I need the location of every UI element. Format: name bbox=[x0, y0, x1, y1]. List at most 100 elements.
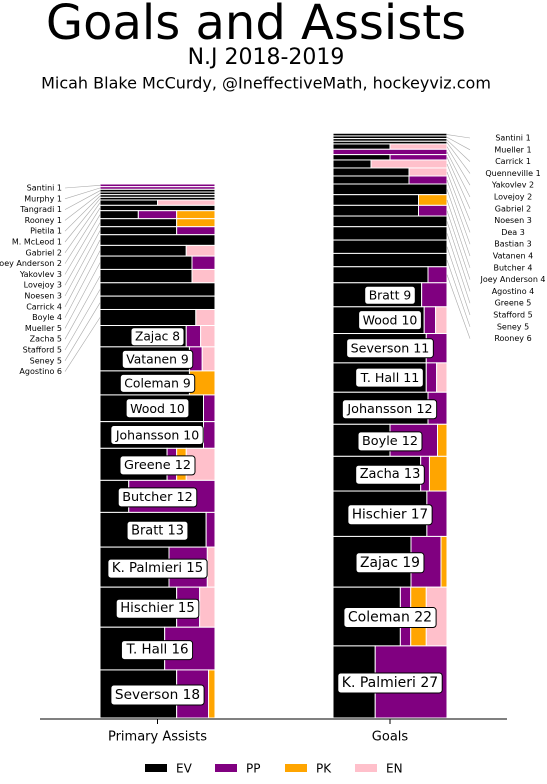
segment bbox=[99, 210, 139, 220]
player-label: Rooney 1 bbox=[25, 216, 62, 225]
player-label: Rooney 6 bbox=[494, 334, 531, 343]
legend-label: EV bbox=[176, 762, 193, 776]
player-label: Yakovlev 2 bbox=[491, 181, 534, 190]
leader-line bbox=[64, 222, 101, 286]
segment bbox=[408, 167, 448, 177]
segment bbox=[370, 159, 448, 169]
legend-swatch bbox=[215, 764, 237, 772]
segment bbox=[440, 535, 448, 588]
segment bbox=[205, 511, 216, 548]
leader-line bbox=[64, 193, 101, 221]
label-box bbox=[343, 607, 437, 629]
player-label: Zajac 8 bbox=[135, 330, 180, 344]
legend-label: PK bbox=[316, 762, 332, 776]
player-label: Joey Anderson 4 bbox=[479, 275, 545, 284]
player-label: Bastian 3 bbox=[494, 240, 532, 249]
player-label: T. Hall 11 bbox=[360, 370, 420, 385]
segment bbox=[157, 199, 216, 206]
leader-line bbox=[446, 142, 471, 174]
label-box bbox=[110, 424, 204, 445]
legend-swatch bbox=[285, 764, 307, 772]
segment bbox=[332, 143, 391, 150]
legend-swatch bbox=[145, 764, 167, 772]
leader-line bbox=[64, 230, 101, 297]
segment bbox=[191, 268, 216, 284]
leader-line bbox=[64, 262, 101, 329]
label-box bbox=[110, 684, 205, 706]
chart-title: Goals and Assists bbox=[46, 0, 466, 51]
player-label: Stafford 5 bbox=[493, 311, 532, 320]
segment bbox=[99, 199, 158, 206]
player-label: Stafford 5 bbox=[23, 346, 62, 355]
leader-line bbox=[446, 137, 471, 151]
player-label: K. Palmieri 27 bbox=[342, 675, 438, 691]
leader-line bbox=[446, 157, 471, 209]
chart-credit: Micah Blake McCurdy, @IneffectiveMath, h… bbox=[41, 74, 491, 93]
segment bbox=[389, 143, 448, 150]
segment bbox=[332, 183, 448, 196]
segment bbox=[427, 266, 448, 284]
player-label: Agostino 4 bbox=[492, 287, 535, 296]
label-box bbox=[357, 431, 423, 452]
player-label: Boyle 12 bbox=[362, 434, 418, 449]
leader-line bbox=[446, 199, 471, 268]
player-label: Coleman 22 bbox=[348, 610, 432, 626]
leader-line bbox=[64, 202, 101, 253]
player-label: K. Palmieri 15 bbox=[112, 561, 203, 576]
segment bbox=[99, 234, 216, 246]
leader-line bbox=[64, 195, 101, 232]
leader-line bbox=[446, 189, 471, 257]
segment bbox=[99, 295, 216, 310]
segment bbox=[99, 268, 193, 284]
segment bbox=[99, 244, 187, 257]
label-box bbox=[130, 327, 185, 347]
label-box bbox=[358, 310, 422, 331]
segment bbox=[185, 244, 216, 257]
player-label: Boyle 4 bbox=[32, 313, 62, 322]
legend-label: PP bbox=[246, 762, 260, 776]
segment bbox=[332, 194, 419, 206]
leader-line bbox=[446, 151, 471, 198]
segment bbox=[99, 255, 193, 270]
x-tick-label: Goals bbox=[372, 730, 409, 745]
segment bbox=[332, 226, 448, 241]
player-label: Santini 1 bbox=[27, 184, 62, 193]
player-label: Mueller 1 bbox=[494, 145, 531, 154]
player-label: Pietila 1 bbox=[30, 227, 62, 236]
segment bbox=[176, 218, 216, 228]
player-label: Zacha 5 bbox=[30, 335, 62, 344]
segment bbox=[201, 346, 216, 372]
player-label: Agostino 6 bbox=[19, 367, 62, 376]
segment bbox=[332, 239, 448, 254]
segment bbox=[332, 167, 410, 177]
segment bbox=[195, 308, 216, 327]
label-box bbox=[346, 338, 434, 359]
segment bbox=[436, 362, 448, 393]
leader-line bbox=[64, 207, 101, 264]
leader-line bbox=[446, 259, 471, 327]
player-label: Severson 18 bbox=[115, 687, 200, 703]
player-label: Murphy 1 bbox=[24, 194, 62, 203]
leader-line bbox=[64, 239, 101, 307]
leader-line bbox=[446, 134, 471, 139]
player-label: Wood 10 bbox=[363, 313, 418, 328]
leader-line bbox=[64, 185, 101, 189]
segment bbox=[437, 423, 448, 457]
player-label: Greene 12 bbox=[124, 458, 191, 473]
player-label: Santini 1 bbox=[495, 134, 530, 143]
player-label: Joey Anderson 2 bbox=[0, 259, 62, 268]
player-label: M. McLeod 1 bbox=[12, 238, 62, 247]
segment bbox=[418, 204, 448, 217]
segment bbox=[199, 586, 216, 628]
label-box bbox=[117, 487, 198, 508]
legend-swatch bbox=[355, 764, 377, 772]
segment bbox=[428, 455, 448, 492]
player-label: Greene 5 bbox=[495, 299, 532, 308]
player-label: Tangradi 1 bbox=[19, 205, 62, 214]
player-label: Mueller 5 bbox=[25, 324, 62, 333]
segment bbox=[389, 154, 448, 161]
player-label: Lovejoy 3 bbox=[24, 281, 62, 290]
segment bbox=[99, 204, 216, 212]
player-label: Carrick 4 bbox=[26, 302, 62, 311]
player-label: Wood 10 bbox=[130, 401, 185, 416]
